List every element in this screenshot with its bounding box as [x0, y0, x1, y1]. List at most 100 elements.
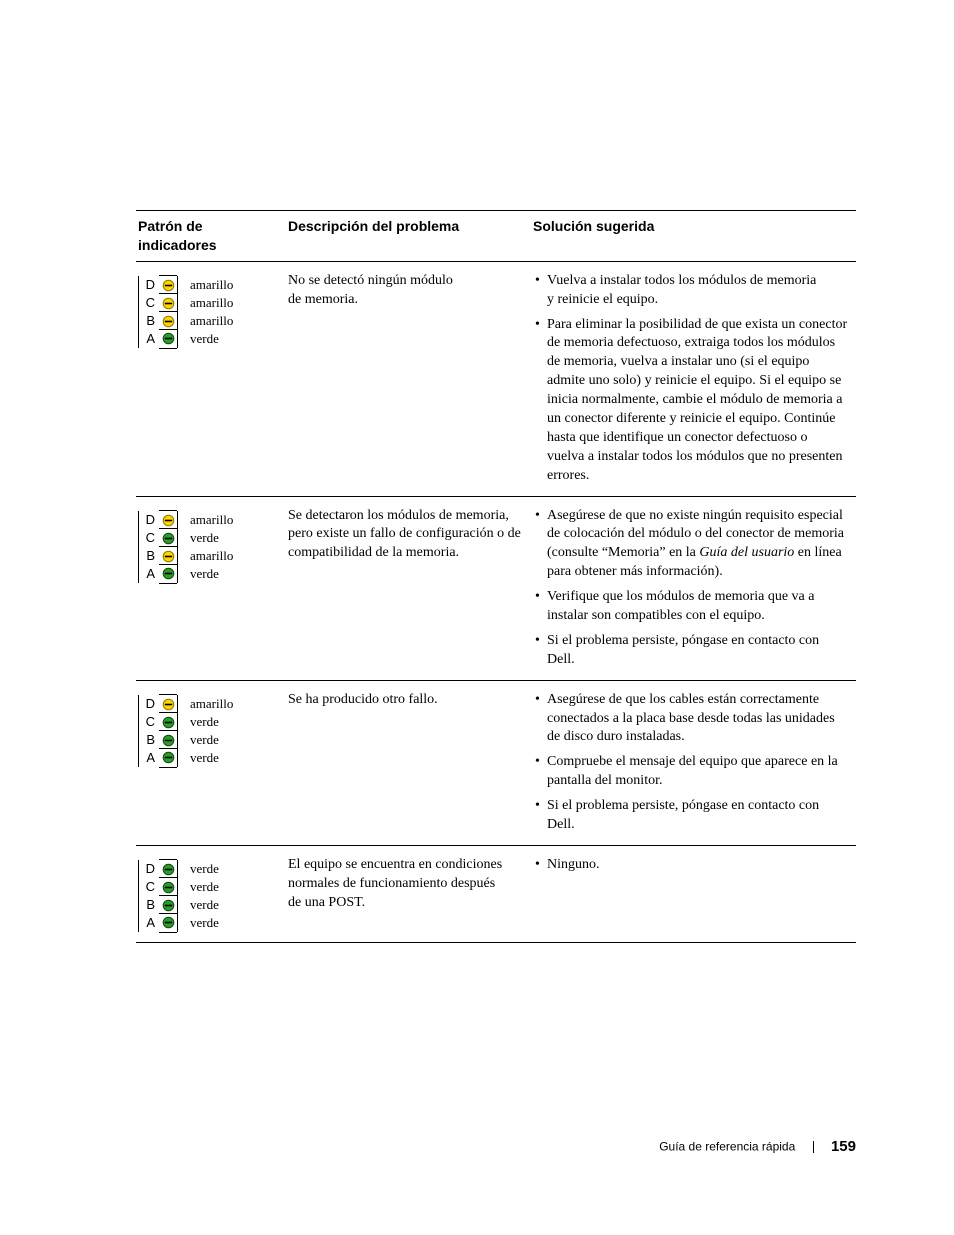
led-panel: D C B A: [138, 860, 178, 932]
led-cell: [159, 859, 177, 878]
table-row: D C B A a: [136, 261, 856, 496]
cell-problem: Se detectaron los módulos de memoria, pe…: [286, 496, 531, 680]
led-green-icon: [162, 881, 175, 894]
led-color-word: verde: [190, 896, 219, 914]
led-yellow-icon: [162, 315, 175, 328]
led-panel: D C B A: [138, 276, 178, 348]
led-pattern: D C B A a: [138, 511, 233, 583]
cell-problem: No se detectó ningún módulo de memoria.: [286, 261, 531, 496]
cell-pattern: D C B A a: [136, 261, 286, 496]
led-cell: [159, 730, 177, 749]
led-yellow-icon: [162, 297, 175, 310]
led-cell: [159, 329, 177, 349]
solution-list: Vuelva a instalar todos los módulos de m…: [533, 272, 848, 486]
led-letter: D: [139, 695, 159, 713]
cell-problem: El equipo se encuentra en condiciones no…: [286, 845, 531, 942]
cell-solution: Asegúrese de que los cables están correc…: [531, 680, 856, 845]
led-letter: B: [139, 312, 159, 330]
led-row: A: [139, 330, 177, 348]
led-green-icon: [162, 863, 175, 876]
led-cell: [159, 510, 177, 529]
solution-item: Asegúrese de que no existe ningún requis…: [547, 507, 848, 583]
solution-list: Asegúrese de que no existe ningún requis…: [533, 507, 848, 670]
solution-item: Si el problema persiste, póngase en cont…: [547, 797, 848, 835]
led-row: C: [139, 294, 177, 312]
led-color-word: verde: [190, 878, 219, 896]
led-letter: B: [139, 731, 159, 749]
led-yellow-icon: [162, 698, 175, 711]
led-cell: [159, 712, 177, 731]
led-color-word: verde: [190, 330, 233, 348]
table-row: D C B A v: [136, 845, 856, 942]
solution-item: Ninguno.: [547, 856, 848, 875]
led-row: A: [139, 749, 177, 767]
led-letter: A: [139, 914, 159, 932]
solution-item: Vuelva a instalar todos los módulos de m…: [547, 272, 848, 310]
led-color-word: amarillo: [190, 294, 233, 312]
header-solution: Solución sugerida: [531, 211, 856, 262]
led-green-icon: [162, 734, 175, 747]
header-problem: Descripción del problema: [286, 211, 531, 262]
led-letter: C: [139, 878, 159, 896]
led-row: D: [139, 511, 177, 529]
led-pattern: D C B A v: [138, 860, 219, 932]
led-row: D: [139, 860, 177, 878]
table-row: D C B A a: [136, 496, 856, 680]
led-yellow-icon: [162, 550, 175, 563]
cell-solution: Vuelva a instalar todos los módulos de m…: [531, 261, 856, 496]
table-row: D C B A a: [136, 680, 856, 845]
led-yellow-icon: [162, 279, 175, 292]
led-cell: [159, 877, 177, 896]
header-pattern: Patrón de indicadores: [136, 211, 286, 262]
led-green-icon: [162, 751, 175, 764]
led-color-list: verdeverdeverdeverde: [190, 860, 219, 932]
led-cell: [159, 913, 177, 933]
led-row: A: [139, 914, 177, 932]
led-green-icon: [162, 532, 175, 545]
led-letter: C: [139, 294, 159, 312]
led-row: B: [139, 731, 177, 749]
led-letter: D: [139, 276, 159, 294]
cell-solution: Ninguno.: [531, 845, 856, 942]
led-panel: D C B A: [138, 695, 178, 767]
cell-problem: Se ha producido otro fallo.: [286, 680, 531, 845]
led-color-word: verde: [190, 529, 233, 547]
solution-list: Asegúrese de que los cables están correc…: [533, 691, 848, 835]
led-color-word: amarillo: [190, 695, 233, 713]
led-green-icon: [162, 716, 175, 729]
solution-item: Compruebe el mensaje del equipo que apar…: [547, 753, 848, 791]
led-cell: [159, 275, 177, 294]
led-cell: [159, 546, 177, 565]
led-color-list: amarilloamarilloamarilloverde: [190, 276, 233, 348]
table-header-row: Patrón de indicadores Descripción del pr…: [136, 211, 856, 262]
led-green-icon: [162, 916, 175, 929]
led-row: B: [139, 896, 177, 914]
led-color-word: verde: [190, 713, 233, 731]
led-letter: D: [139, 511, 159, 529]
led-letter: B: [139, 547, 159, 565]
led-row: C: [139, 713, 177, 731]
led-row: D: [139, 695, 177, 713]
diagnostic-table: Patrón de indicadores Descripción del pr…: [136, 210, 856, 943]
led-cell: [159, 895, 177, 914]
led-panel: D C B A: [138, 511, 178, 583]
footer-text: Guía de referencia rápida: [659, 1140, 795, 1154]
led-letter: D: [139, 860, 159, 878]
solution-item: Si el problema persiste, póngase en cont…: [547, 632, 848, 670]
page: Patrón de indicadores Descripción del pr…: [0, 0, 954, 1235]
led-color-word: amarillo: [190, 312, 233, 330]
led-color-list: amarilloverdeverdeverde: [190, 695, 233, 767]
led-green-icon: [162, 567, 175, 580]
led-cell: [159, 564, 177, 584]
led-color-word: verde: [190, 914, 219, 932]
led-row: D: [139, 276, 177, 294]
table-body: D C B A a: [136, 261, 856, 942]
footer-separator: [813, 1141, 814, 1153]
led-letter: A: [139, 565, 159, 583]
led-color-word: amarillo: [190, 511, 233, 529]
led-cell: [159, 748, 177, 768]
led-pattern: D C B A a: [138, 276, 233, 348]
page-number: 159: [831, 1138, 856, 1155]
led-color-word: verde: [190, 749, 233, 767]
led-green-icon: [162, 899, 175, 912]
